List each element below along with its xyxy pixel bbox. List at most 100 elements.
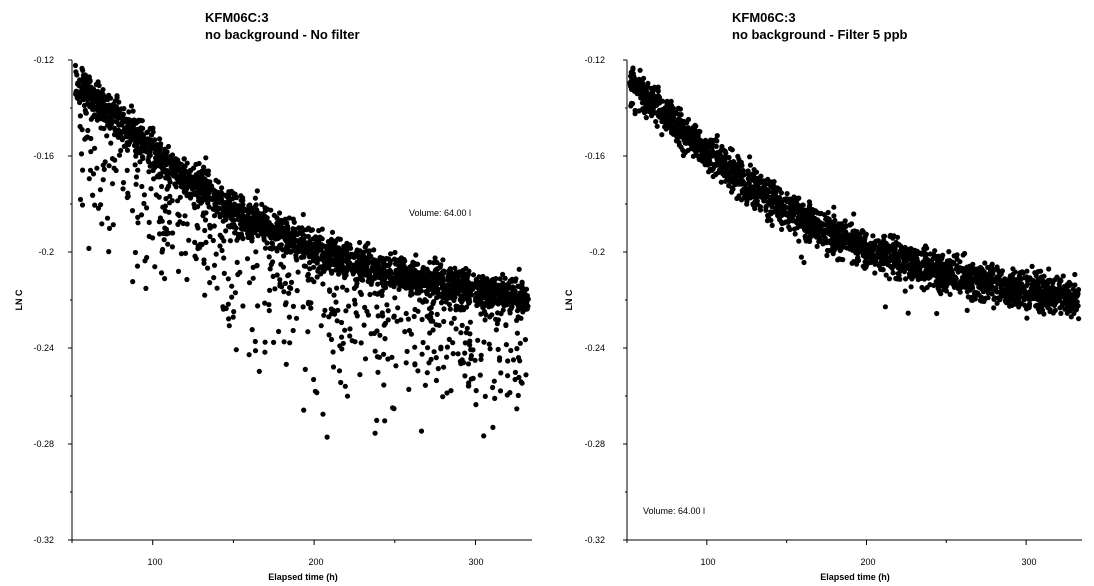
data-point-outlier (221, 238, 227, 244)
data-point-outlier (308, 305, 314, 311)
data-point-outlier (466, 383, 472, 389)
data-point-outlier (412, 362, 418, 368)
data-point (358, 253, 364, 259)
data-point-outlier (478, 356, 484, 362)
data-point (391, 279, 397, 285)
data-point (717, 149, 723, 155)
data-point (157, 136, 163, 142)
data-point-outlier (365, 312, 371, 318)
data-point (1029, 263, 1035, 269)
data-point (957, 289, 963, 295)
data-point (736, 193, 742, 199)
data-point (101, 110, 107, 116)
data-point (705, 162, 711, 168)
data-point (710, 173, 716, 180)
data-point (463, 304, 470, 310)
y-tick-label: -0.28 (584, 439, 605, 449)
data-point-outlier (384, 302, 390, 308)
data-point (795, 214, 801, 220)
data-point (287, 231, 293, 237)
data-point (890, 270, 896, 276)
data-point-outlier (229, 283, 235, 289)
data-point (384, 273, 390, 280)
data-point-outlier (326, 332, 332, 338)
data-point (1072, 282, 1078, 288)
data-point (92, 99, 99, 105)
data-point (129, 133, 135, 139)
data-point-outlier (343, 308, 349, 314)
data-point-outlier (311, 376, 317, 383)
data-point-outlier (335, 307, 341, 313)
data-point-outlier (330, 364, 337, 370)
data-point-outlier (135, 214, 141, 220)
data-point (778, 190, 785, 196)
data-point (1033, 303, 1039, 309)
data-point-outlier (144, 205, 150, 211)
data-point-outlier (422, 297, 428, 303)
data-point-outlier (334, 285, 340, 291)
data-point (842, 218, 848, 224)
data-point (371, 247, 377, 253)
data-point (451, 297, 457, 303)
data-point-outlier (220, 306, 226, 312)
data-point (814, 210, 820, 216)
data-point-outlier (354, 313, 360, 319)
data-point (233, 195, 240, 201)
data-point (314, 239, 320, 245)
data-point-outlier (377, 332, 383, 338)
data-point (739, 163, 745, 169)
data-point-outlier (227, 224, 233, 230)
data-point (1072, 271, 1078, 278)
data-point (107, 105, 113, 111)
data-point (763, 203, 769, 209)
data-point (262, 208, 268, 214)
data-point (148, 142, 154, 148)
data-point-outlier (333, 299, 339, 305)
data-point-outlier (85, 127, 91, 134)
data-point-outlier (194, 191, 200, 198)
data-point-outlier (138, 212, 145, 218)
data-point (127, 139, 133, 145)
data-point (1071, 310, 1077, 316)
data-point-outlier (361, 322, 367, 328)
data-point-outlier (472, 357, 478, 363)
data-point-outlier (478, 352, 484, 358)
data-point-outlier (157, 215, 163, 221)
panel-right-axes (623, 59, 1082, 545)
data-point (637, 67, 643, 73)
data-point (731, 177, 737, 183)
data-point (93, 81, 99, 88)
data-point (890, 235, 896, 241)
data-point (389, 271, 395, 277)
data-point (1024, 281, 1030, 287)
data-point (398, 270, 404, 276)
data-point (632, 111, 638, 117)
data-point-outlier (450, 351, 456, 357)
data-point-outlier (358, 340, 364, 346)
data-point-outlier (377, 290, 383, 296)
data-point (476, 292, 482, 298)
data-point-outlier (220, 218, 226, 224)
data-point (137, 159, 143, 165)
data-point (209, 186, 215, 192)
data-point-outlier (233, 347, 239, 353)
data-point (185, 174, 191, 180)
data-point (444, 292, 450, 298)
data-point (981, 298, 987, 304)
data-point (500, 271, 506, 277)
data-point-outlier (328, 306, 334, 312)
data-point (122, 126, 128, 132)
data-point (136, 118, 142, 124)
data-point (513, 276, 519, 282)
data-point-outlier (277, 242, 283, 248)
data-point (653, 119, 659, 125)
data-point-outlier (153, 192, 159, 198)
data-point-outlier (232, 230, 238, 236)
data-point-outlier (132, 249, 138, 256)
data-point (1047, 308, 1053, 315)
data-point (682, 150, 688, 156)
data-point (80, 72, 86, 78)
data-point-outlier (470, 347, 476, 353)
data-point-outlier (234, 259, 240, 265)
data-point-outlier (441, 364, 447, 370)
